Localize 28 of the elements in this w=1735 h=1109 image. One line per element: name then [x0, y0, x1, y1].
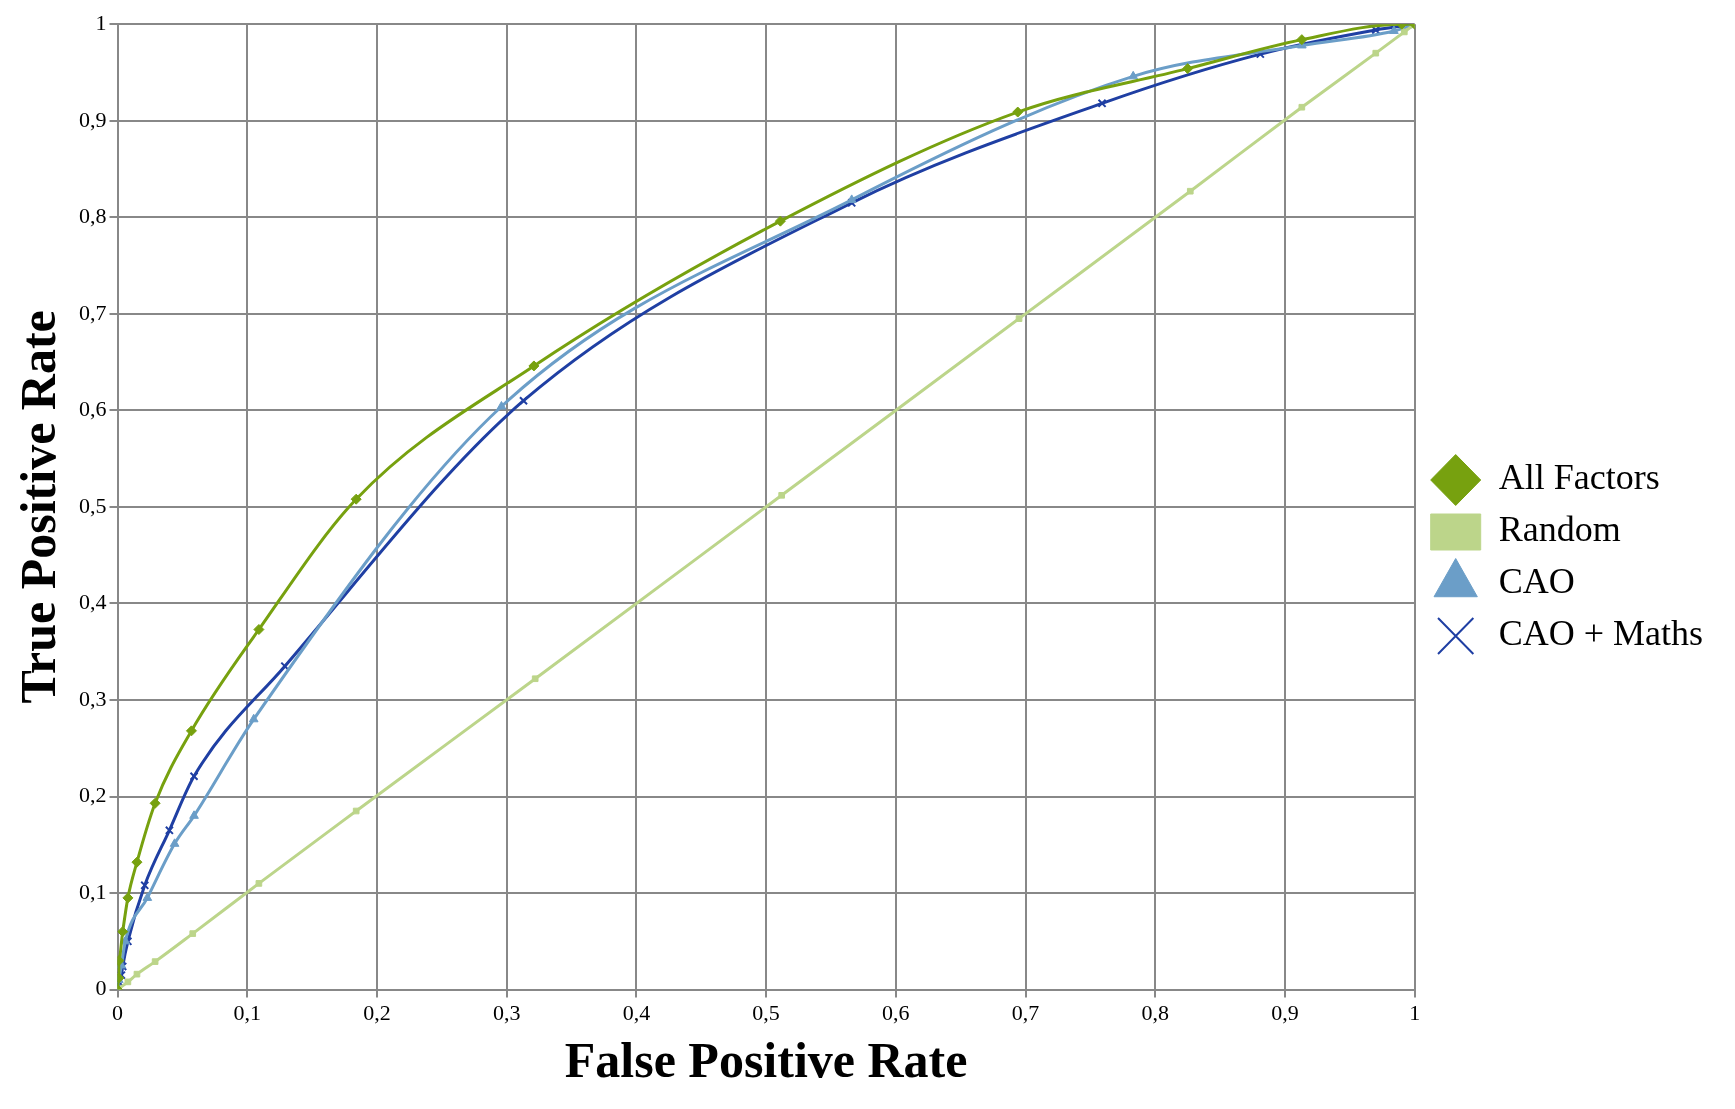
y-tick-label: 0,6: [79, 396, 107, 422]
y-tick-label: 0,3: [79, 685, 107, 711]
y-tick-label: 0,8: [79, 203, 107, 229]
x-tick-label: 0,3: [492, 999, 521, 1025]
y-tick-label: 1: [95, 9, 107, 35]
legend-label: CAO + Maths: [1498, 613, 1703, 654]
x-tick-label: 1: [1409, 999, 1421, 1025]
y-axis-title: True Positive Rate: [9, 310, 66, 704]
y-tick-label: 0,4: [79, 589, 107, 615]
y-tick-label: 0,7: [79, 299, 107, 325]
x-axis-title: False Positive Rate: [564, 1031, 968, 1088]
x-tick-label: 0,6: [882, 999, 910, 1025]
y-tick-label: 0: [95, 975, 107, 1001]
x-tick-label: 0,5: [752, 999, 780, 1025]
legend-label: All Factors: [1498, 457, 1660, 498]
x-tick-label: 0,8: [1141, 999, 1169, 1025]
x-tick-label: 0,4: [622, 999, 651, 1025]
x-tick-label: 0,1: [233, 999, 261, 1025]
legend-label: Random: [1498, 509, 1621, 550]
y-tick-label: 0,5: [79, 492, 107, 518]
x-tick-label: 0,9: [1271, 999, 1299, 1025]
x-tick-label: 0,2: [363, 999, 391, 1025]
y-tick-label: 0,2: [79, 782, 107, 808]
y-tick-label: 0,1: [79, 878, 107, 904]
x-tick-label: 0,7: [1011, 999, 1040, 1025]
x-tick-label: 0: [112, 999, 123, 1025]
legend-label: CAO: [1498, 561, 1575, 602]
y-tick-label: 0,9: [79, 106, 107, 132]
